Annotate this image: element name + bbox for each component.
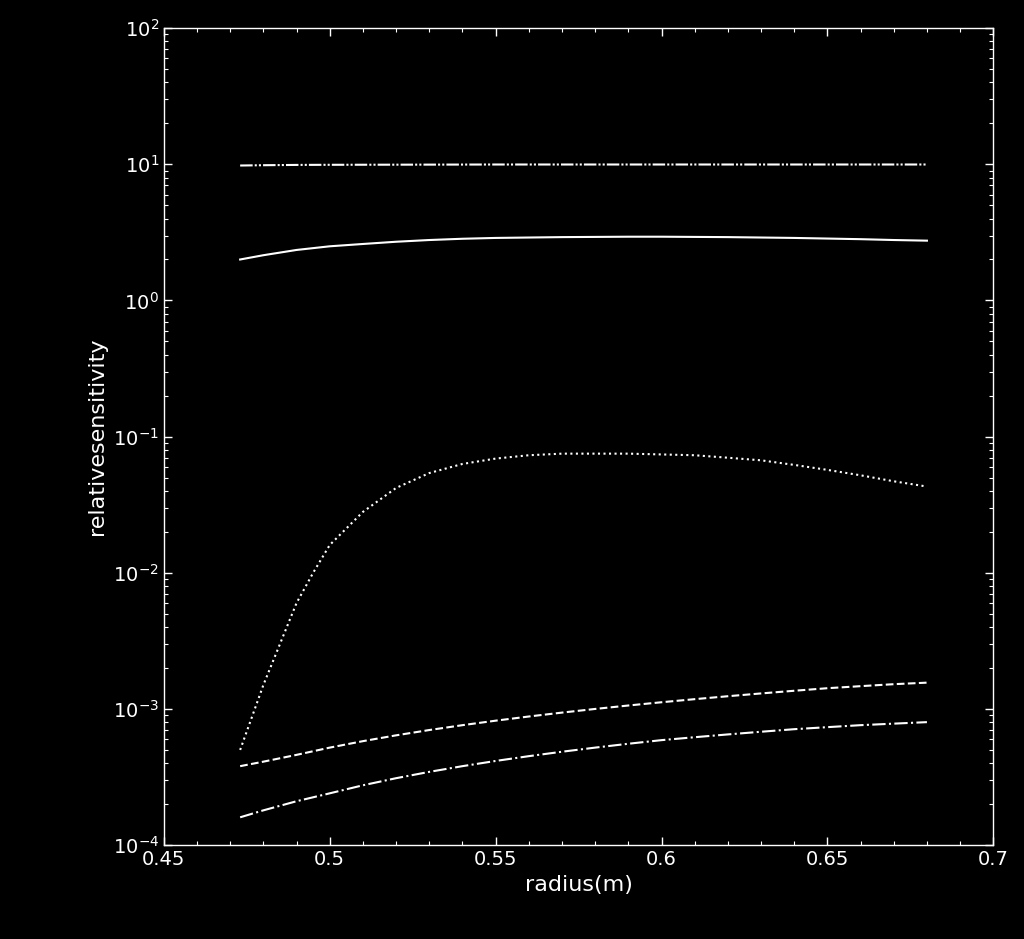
Y-axis label: relativesensitivity: relativesensitivity: [87, 338, 108, 535]
X-axis label: radius(m): radius(m): [524, 874, 633, 895]
